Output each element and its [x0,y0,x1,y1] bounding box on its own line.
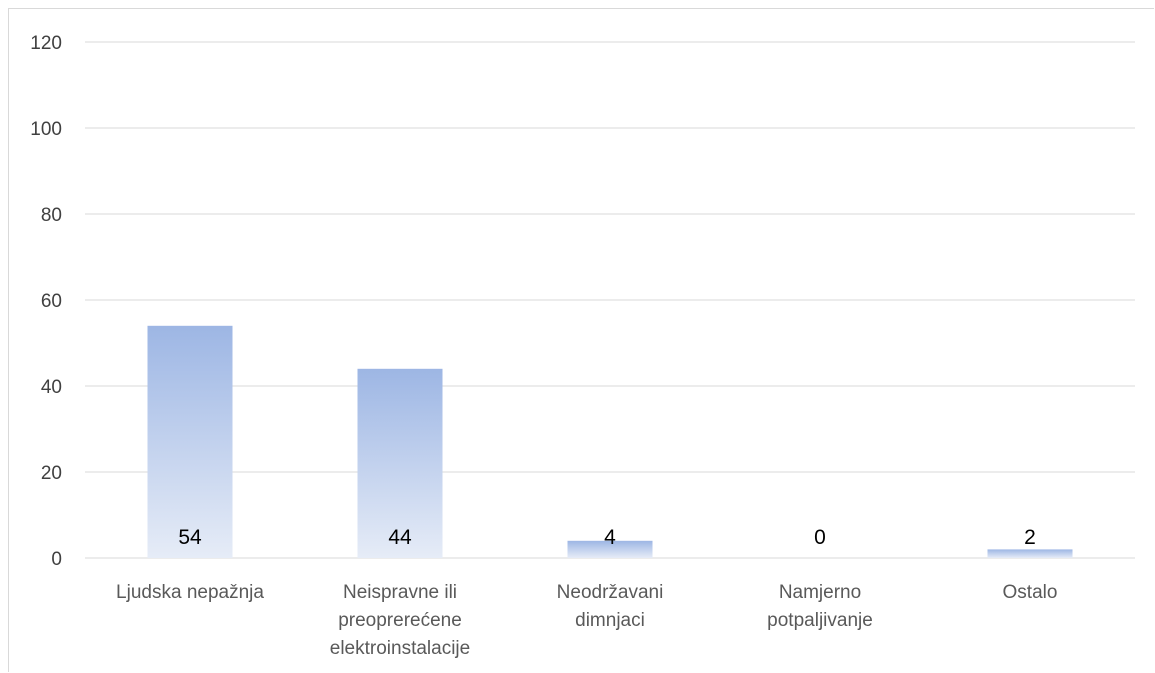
chart-frame [8,8,1154,672]
y-tick-label: 60 [41,291,62,312]
y-tick-label: 100 [30,119,62,140]
category-label-line: potpaljivanje [767,610,873,631]
category-label-line: Namjerno [779,582,861,603]
y-tick-label: 120 [30,33,62,54]
category-label: Ljudska nepažnja [116,582,264,603]
category-label: Ostalo [1003,582,1058,603]
bar [987,549,1073,558]
category-label: Namjerno potpaljivanje [767,582,873,631]
category-label-line: Neispravne ili [343,582,457,603]
category-label-line: Neodržavani [557,582,664,603]
data-label: 0 [814,526,826,549]
category-label-line: elektroinstalacije [330,638,470,659]
data-label: 54 [178,526,202,549]
category-label-line: Ostalo [1003,582,1058,603]
category-label-line: preoprerećene [338,610,462,631]
bar [567,540,653,558]
category-label-line: dimnjaci [575,610,645,631]
bar [357,368,443,558]
data-label: 4 [604,526,616,549]
bar [147,325,233,558]
data-label: 2 [1024,526,1036,549]
category-label-line: Ljudska nepažnja [116,582,264,603]
category-label: Neodržavani dimnjaci [557,582,664,631]
data-label: 44 [388,526,412,549]
y-tick-label: 80 [41,205,62,226]
y-tick-label: 0 [51,549,62,570]
y-tick-label: 40 [41,377,62,398]
category-label: Neispravne ili preoprerećene elektroinstal… [330,582,470,659]
y-tick-label: 20 [41,463,62,484]
